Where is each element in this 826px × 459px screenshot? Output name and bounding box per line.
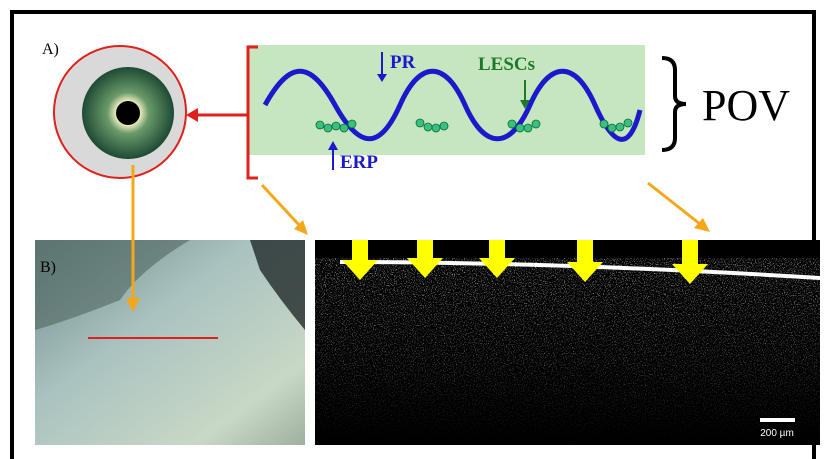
panel-label: C) — [320, 259, 336, 276]
pupil — [116, 101, 140, 125]
cells — [315, 118, 633, 133]
scale-bar — [760, 418, 795, 422]
lescs-label: LESCs — [478, 54, 535, 75]
orange-arrows — [126, 165, 710, 312]
pr-arrow — [377, 74, 387, 82]
erp-arrow — [328, 141, 338, 150]
pr-label: PR — [390, 52, 416, 73]
erp-label: ERP — [340, 152, 378, 173]
photo-dark — [250, 240, 305, 330]
wave-box — [248, 45, 645, 155]
panel-label: B) — [40, 259, 56, 276]
scale-label: 200 µm — [760, 428, 794, 439]
frame — [10, 10, 816, 459]
wave — [262, 68, 643, 142]
yellow-arrows — [342, 240, 708, 284]
photo-shadow — [35, 240, 190, 330]
oct-surface — [339, 260, 821, 280]
lescs-arrow — [520, 100, 530, 109]
panel-label: A) — [42, 41, 59, 58]
pov-label: POV — [702, 81, 790, 130]
pov-brace — [661, 56, 687, 152]
red-arrowhead — [186, 108, 198, 122]
oct-speckle — [315, 258, 820, 445]
red-bracket — [246, 45, 258, 180]
